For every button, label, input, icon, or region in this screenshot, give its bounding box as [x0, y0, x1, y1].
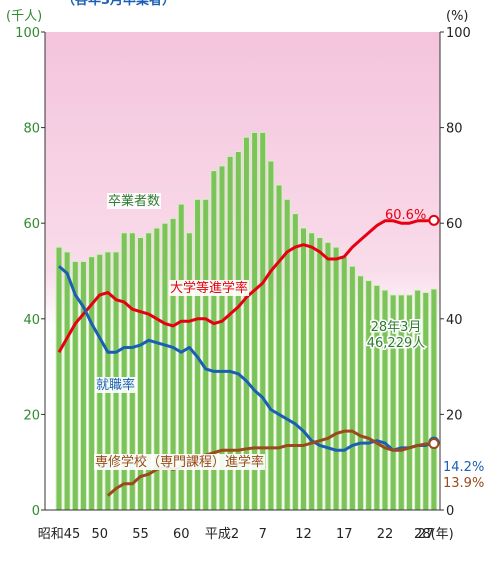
x-tick-label: 55: [132, 527, 149, 542]
series-label: 卒業者数: [108, 193, 160, 209]
bar: [333, 247, 339, 510]
x-tick-label: 昭和45: [38, 527, 81, 542]
end-label: 60.6%: [385, 208, 426, 223]
x-tick-label: 平成2: [205, 527, 239, 542]
y-tick-label: 60: [23, 217, 40, 232]
bar: [252, 132, 258, 510]
y2-tick-label: 0: [446, 504, 454, 519]
y-tick-label: 80: [23, 122, 40, 137]
bar: [431, 289, 437, 510]
x-tick-label: 28(年): [414, 527, 454, 542]
y2-tick-label: 60: [446, 217, 463, 232]
y-tick-label: 100: [15, 26, 40, 41]
y2-tick-label: 80: [446, 122, 463, 137]
bar: [64, 252, 70, 510]
bar: [358, 276, 364, 510]
bar: [56, 247, 62, 510]
end-point: [429, 216, 438, 225]
y2-tick-label: 40: [446, 313, 463, 328]
bar: [366, 281, 372, 510]
chart: （各年3月卒業者） (千人) (%) 0 20 40 60 80 100 0 20 40 60 80…: [0, 0, 504, 565]
y-tick-label: 40: [23, 313, 40, 328]
end-point: [429, 439, 438, 448]
end-label: 14.2%: [443, 460, 484, 475]
y-tick-label: 20: [23, 408, 40, 423]
annotation: 46,229人: [367, 336, 426, 351]
y2-tick-label: 20: [446, 408, 463, 423]
bar: [423, 293, 429, 510]
bar: [276, 185, 282, 510]
y-tick-label: 0: [32, 504, 40, 519]
y2-unit: (%): [446, 9, 469, 24]
x-tick-label: 22: [377, 527, 394, 542]
x-tick-label: 12: [295, 527, 312, 542]
bar: [292, 214, 298, 510]
bar: [341, 257, 347, 510]
series-label: 専修学校（専門課程）進学率: [95, 454, 264, 470]
series-label: 就職率: [96, 377, 135, 393]
x-tick-label: 50: [91, 527, 108, 542]
bar: [260, 132, 266, 510]
bar: [349, 266, 355, 510]
y2-tick-label: 100: [446, 26, 471, 41]
bar: [301, 228, 307, 510]
series-label: 大学等進学率: [170, 280, 248, 296]
bar: [89, 257, 95, 510]
bar: [309, 233, 315, 510]
plot-background: [45, 32, 440, 510]
chart-title: （各年3月卒業者）: [62, 0, 175, 8]
end-label: 13.9%: [443, 476, 484, 491]
bar: [80, 261, 86, 510]
bar: [317, 238, 323, 510]
page: {"chart_data":{"type":"bar","title":"（各年…: [0, 0, 504, 565]
x-tick-label: 17: [336, 527, 353, 542]
bar: [284, 199, 290, 510]
annotation: 28年3月: [371, 320, 422, 335]
x-tick-label: 60: [173, 527, 190, 542]
bar: [325, 242, 331, 510]
y-unit: (千人): [6, 9, 42, 24]
bar: [268, 161, 274, 510]
x-tick-label: 7: [259, 527, 267, 542]
